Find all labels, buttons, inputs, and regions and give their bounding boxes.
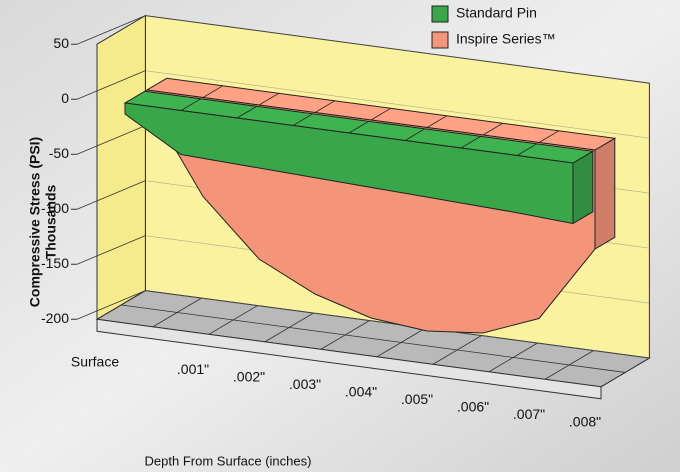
legend-label: Inspire Series™ xyxy=(456,31,556,47)
legend-label: Standard Pin xyxy=(456,5,537,21)
y-tick-label: -50 xyxy=(49,145,69,161)
side-wall xyxy=(96,14,146,321)
series-top-divider xyxy=(516,143,538,156)
series-side xyxy=(594,137,616,250)
series-top-divider xyxy=(538,130,560,143)
series-top-divider xyxy=(314,100,336,113)
series-top-divider xyxy=(370,107,392,121)
x-tick-label: .008" xyxy=(569,414,601,430)
series-top-divider xyxy=(258,92,280,106)
series-top-divider xyxy=(348,120,370,134)
y-tick-label: 50 xyxy=(53,35,69,51)
grid-line xyxy=(76,290,146,320)
series-top-divider xyxy=(202,85,224,98)
series-side xyxy=(572,150,594,225)
y-axis-title: Compressive Stress (PSI) xyxy=(27,137,43,307)
series-top-divider xyxy=(292,113,314,126)
x-axis-title: Depth From Surface (inches) xyxy=(145,453,312,468)
grid-line xyxy=(76,15,146,45)
series-top-divider xyxy=(482,122,504,136)
legend-swatch xyxy=(431,5,449,23)
series-top-divider xyxy=(460,135,482,149)
y-tick-label: -150 xyxy=(41,255,69,271)
y-tick-label: 0 xyxy=(61,90,69,106)
grid-line xyxy=(145,15,650,84)
floor-edge xyxy=(96,318,602,400)
y-tick-label: -200 xyxy=(41,310,69,326)
grid-line xyxy=(76,180,146,210)
area xyxy=(124,102,574,225)
y-tick-label: -100 xyxy=(41,200,69,216)
x-tick-label: .002" xyxy=(233,369,265,385)
floor-grid xyxy=(121,304,626,373)
grid-line xyxy=(76,125,146,155)
grid-line xyxy=(76,235,146,265)
grid-line xyxy=(76,70,146,100)
plot: 50 0 -50 -100 -150 -200 Surface .001" .002" .003"… xyxy=(41,5,651,430)
x-tick-label: .004" xyxy=(345,384,377,400)
x-tick-label: .005" xyxy=(401,391,433,407)
x-tick-label: .001" xyxy=(177,361,209,377)
series-top-divider xyxy=(180,98,202,111)
x-tick-label: Surface xyxy=(71,354,119,370)
grid-line xyxy=(145,70,650,139)
x-tick-label: .003" xyxy=(289,376,321,392)
series-top-divider xyxy=(404,128,426,141)
y-axis-title-2: Thousands xyxy=(43,184,59,259)
series-top-divider xyxy=(426,115,448,128)
x-tick-label: .007" xyxy=(513,406,545,422)
series-top-divider xyxy=(236,105,258,119)
legend-swatch xyxy=(431,31,449,49)
x-tick-label: .006" xyxy=(457,399,489,415)
